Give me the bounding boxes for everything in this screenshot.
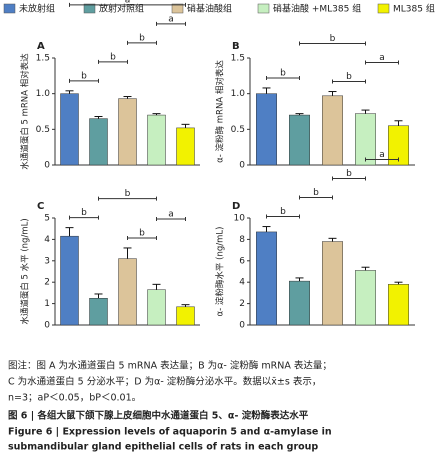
y-tick-label: 0.5 <box>231 125 245 135</box>
legend-label: ML385 组 <box>393 3 435 15</box>
caption-title-en: Figure 6 | Expression levels of aquapori… <box>8 427 332 438</box>
significance-label: a <box>168 209 174 219</box>
significance-label: b <box>139 228 145 238</box>
significance-label: b <box>346 72 352 82</box>
significance-label: a <box>125 0 131 5</box>
panel-label: D <box>232 201 240 212</box>
significance-label: b <box>81 208 87 218</box>
legend-swatch <box>3 3 16 14</box>
bar <box>322 241 343 326</box>
bar <box>176 306 195 326</box>
legend-swatch <box>83 3 96 14</box>
caption-note: C 为水通道蛋白 5 分泌水平；D 为α- 淀粉酶分泌水平。数据以x̄±s 表示… <box>8 376 321 388</box>
y-axis-label: α- 淀粉酶 mRNA 相对表达 <box>215 60 226 163</box>
y-tick-label: 3 <box>44 256 50 266</box>
bar <box>147 289 166 326</box>
y-tick-label: 4 <box>239 278 245 288</box>
y-tick-label: 2 <box>44 278 50 288</box>
panel-label: A <box>37 41 45 52</box>
caption-note: 图注：图 A 为水通道蛋白 5 mRNA 表达量；B 为α- 淀粉酶 mRNA … <box>8 360 332 372</box>
y-tick-label: 0.5 <box>36 125 50 135</box>
y-tick-label: 6 <box>239 256 245 266</box>
bar <box>147 114 166 166</box>
y-axis-label: 水通道蛋白 5 mRNA 相对表达 <box>20 53 31 170</box>
legend-label: 硝基油酸组 <box>187 3 232 15</box>
y-tick-label: 1.5 <box>231 54 245 64</box>
significance-label: b <box>125 189 131 199</box>
significance-label: b <box>81 71 87 81</box>
significance-label: a <box>379 150 385 160</box>
legend-swatch <box>377 3 390 14</box>
y-tick-label: 1 <box>44 299 50 309</box>
significance-label: b <box>330 34 336 44</box>
caption-title-en: submandibular gland epithelial cells of … <box>8 442 318 453</box>
significance-label: a <box>168 14 174 24</box>
bar <box>256 231 277 326</box>
y-tick-label: 8 <box>239 235 245 245</box>
y-tick-label: 5 <box>44 214 50 224</box>
caption-note: n=3；aP＜0.05，bP＜0.01。 <box>8 393 141 404</box>
y-tick-label: 1.0 <box>231 89 246 99</box>
y-tick-label: 1.0 <box>36 89 51 99</box>
bar <box>289 114 310 166</box>
y-tick-label: 0 <box>239 161 245 171</box>
y-tick-label: 1.5 <box>36 54 50 64</box>
bar <box>60 93 79 166</box>
bar <box>355 270 376 326</box>
y-tick-label: 0 <box>44 321 50 331</box>
legend-label: 未放射组 <box>19 3 55 15</box>
significance-label: b <box>313 188 319 198</box>
significance-label: b <box>110 52 116 62</box>
bar <box>89 298 108 326</box>
panel-label: C <box>37 201 44 212</box>
y-tick-label: 0 <box>44 161 50 171</box>
caption-title: 图 6 | 各组大鼠下颌下腺上皮细胞中水通道蛋白 5、α- 淀粉酶表达水平 <box>8 410 309 422</box>
bar <box>60 235 79 326</box>
bar <box>256 93 277 166</box>
bar <box>89 118 108 166</box>
bar <box>118 258 137 326</box>
panel-label: B <box>232 41 240 52</box>
y-tick-label: 4 <box>44 235 50 245</box>
significance-label: a <box>379 53 385 63</box>
significance-label: b <box>346 169 352 179</box>
bar <box>118 98 137 166</box>
y-tick-label: 2 <box>239 299 245 309</box>
significance-label: b <box>280 207 286 217</box>
bar <box>355 113 376 166</box>
y-axis-label: α- 淀粉酶水平 (ng/mL) <box>215 227 226 317</box>
legend-swatch <box>257 3 270 14</box>
y-tick-label: 10 <box>234 214 246 224</box>
y-tick-label: 0 <box>239 321 245 331</box>
bar <box>322 95 343 166</box>
bar <box>289 280 310 326</box>
bar <box>388 284 409 326</box>
bar <box>176 127 195 166</box>
legend-label: 放射对照组 <box>99 3 144 15</box>
legend-label: 硝基油酸 +ML385 组 <box>273 3 361 15</box>
legend-swatch <box>171 3 184 14</box>
significance-label: b <box>280 68 286 78</box>
y-axis-label: 水通道蛋白 5 水平 (ng/mL) <box>20 218 31 324</box>
significance-label: b <box>139 33 145 43</box>
